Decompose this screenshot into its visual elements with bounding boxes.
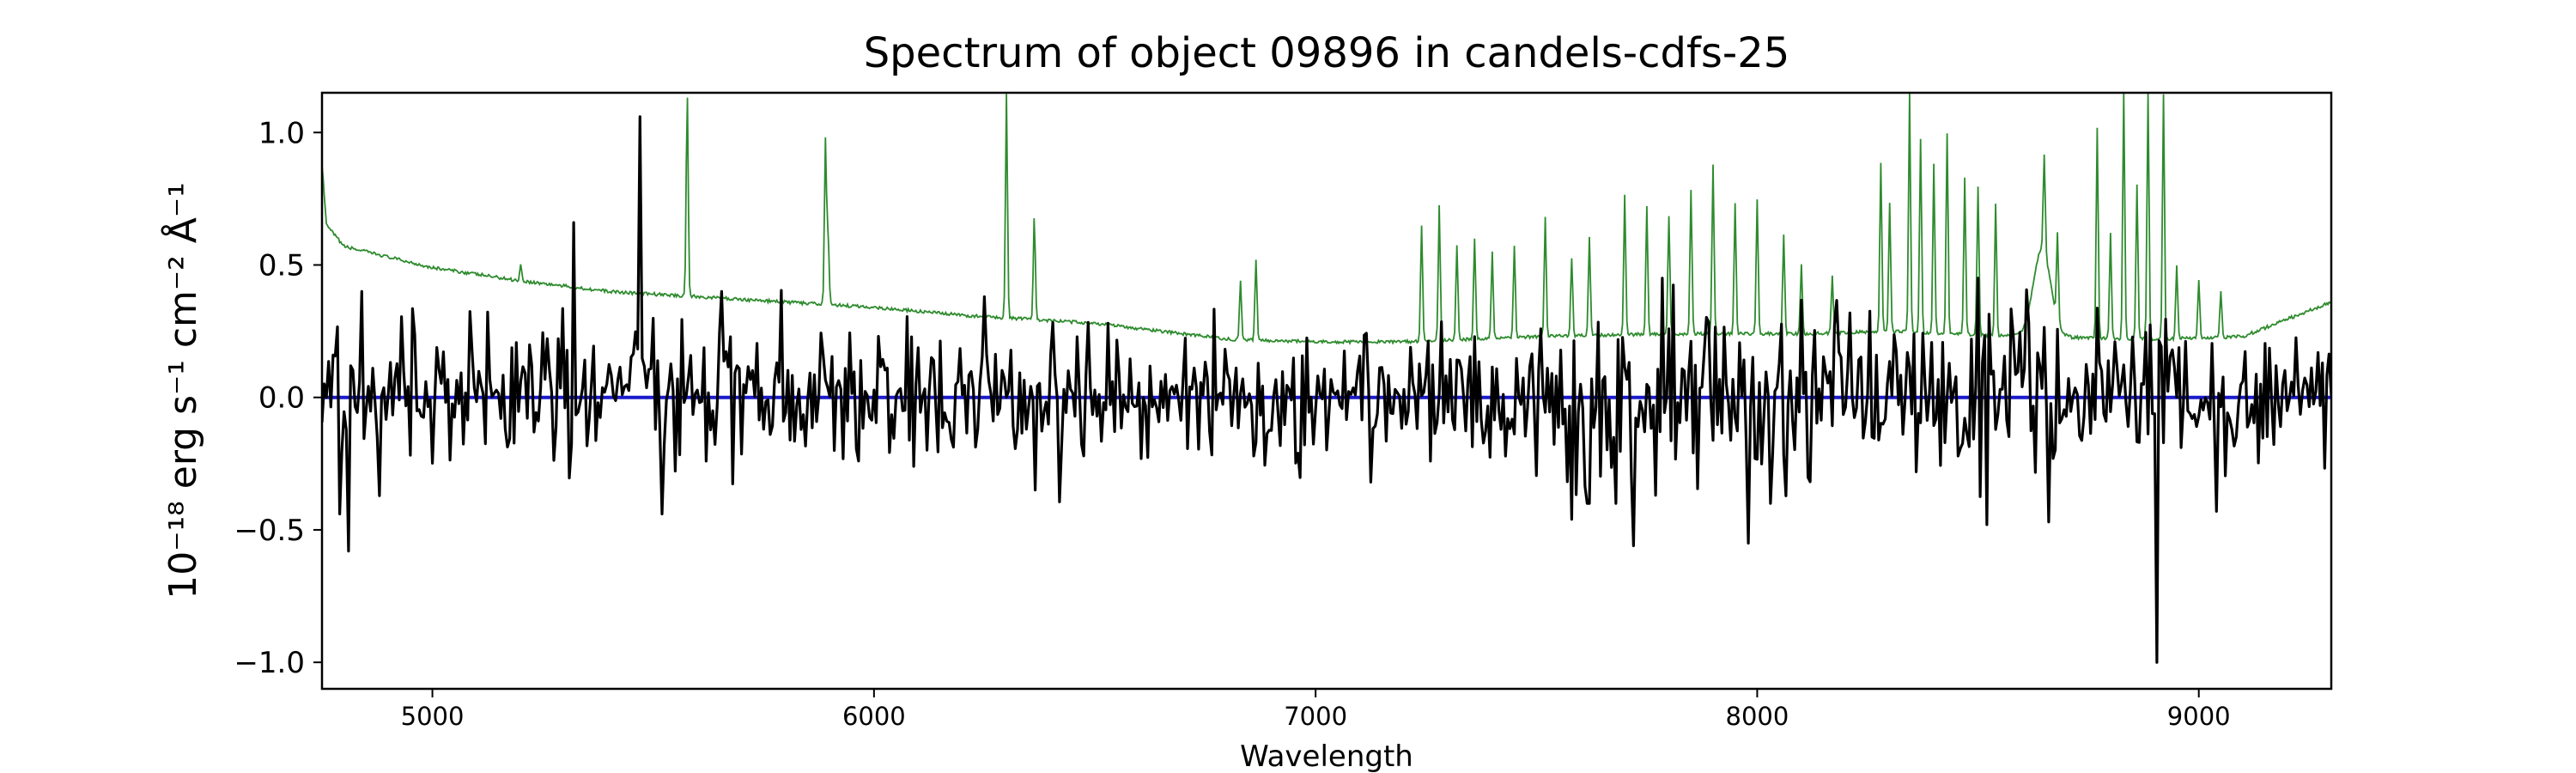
error-spectrum-line: [322, 93, 2331, 345]
x-tick-label: 8000: [1726, 702, 1789, 731]
y-tick-label: 0.0: [258, 381, 305, 416]
y-tick-label: 1.0: [258, 116, 305, 150]
x-axis-label: Wavelength: [1240, 740, 1413, 773]
y-tick-label: 0.5: [258, 248, 305, 283]
x-tick-label: 7000: [1284, 702, 1347, 731]
y-axis: −1.0 −0.5 0.0 0.5 1.0: [234, 116, 322, 680]
x-tick-label: 5000: [401, 702, 465, 731]
x-tick-label: 9000: [2167, 702, 2231, 731]
y-axis-label: 10⁻¹⁸ erg s⁻¹ cm⁻² Å⁻¹: [160, 182, 205, 599]
y-tick-label: −1.0: [234, 646, 305, 680]
plot-area: [320, 91, 2333, 691]
chart-title: Spectrum of object 09896 in candels-cdfs…: [864, 29, 1790, 77]
x-tick-label: 6000: [842, 702, 906, 731]
flux-spectrum-line: [322, 115, 2331, 664]
y-tick-label: −0.5: [234, 514, 305, 548]
axes-frame: [320, 91, 2333, 691]
x-axis: 5000 6000 7000 8000 9000: [401, 689, 2231, 731]
